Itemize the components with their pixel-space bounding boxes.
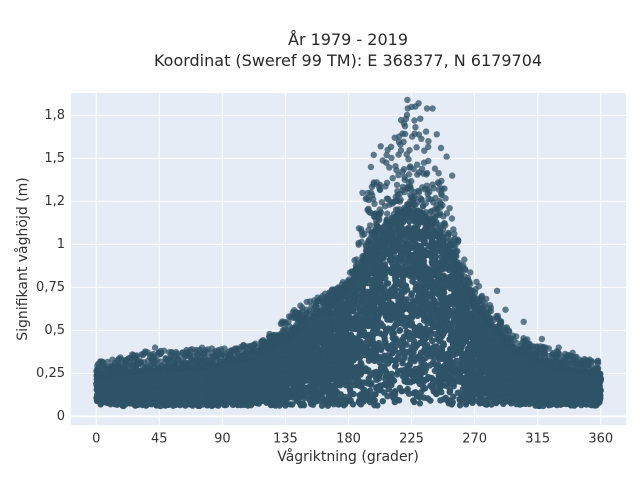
data-point [424, 395, 431, 402]
data-point [318, 402, 326, 409]
data-point [335, 401, 342, 408]
data-point [391, 287, 398, 294]
data-point [391, 292, 398, 300]
data-point [384, 393, 391, 400]
data-point [379, 398, 386, 405]
data-point [454, 389, 462, 396]
data-points [93, 96, 604, 410]
